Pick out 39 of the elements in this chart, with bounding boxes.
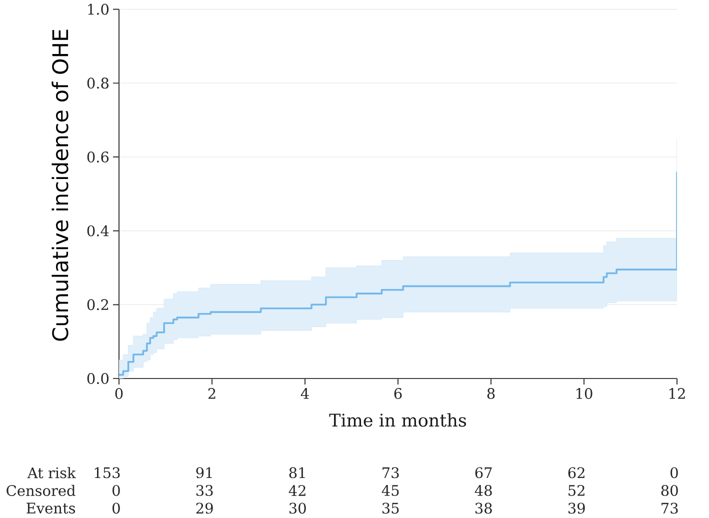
text: 33 [196, 484, 213, 496]
x-tick-label: 4 [300, 388, 309, 399]
text: 73 [382, 467, 399, 478]
y-tick-label: 0.6 [87, 151, 109, 162]
text: 52 [568, 484, 584, 496]
x-tick-label: 0 [115, 388, 123, 399]
text: 42 [288, 485, 306, 496]
text: 73 [662, 502, 678, 514]
y-tick-label: 0.2 [87, 299, 108, 310]
text: 35 [382, 502, 399, 514]
text: 45 [382, 484, 399, 496]
text: 153 [94, 467, 120, 478]
x-tick-label: 12 [670, 388, 685, 399]
text: 39 [568, 502, 585, 514]
x-tick-label: 6 [394, 388, 402, 399]
text: 81 [289, 467, 305, 478]
y-tick-label: 0.8 [87, 78, 109, 89]
text: 29 [196, 502, 213, 514]
text: 0 [670, 467, 678, 478]
x-tick-label: 2 [208, 388, 216, 399]
text: Events [26, 502, 76, 514]
text: 30 [289, 502, 306, 514]
x-tick-label: 10 [576, 388, 592, 399]
text: 0 [112, 502, 120, 514]
x-axis-title: Time in months [329, 413, 466, 427]
text: Censored [6, 484, 76, 496]
text: At risk [27, 467, 76, 478]
y-tick-label: 1.0 [88, 4, 109, 15]
text: 62 [568, 467, 584, 478]
y-tick-label: 0.0 [87, 373, 109, 384]
text: 80 [661, 484, 678, 496]
text: 38 [475, 502, 492, 514]
text: 0 [112, 484, 120, 496]
x-tick-label: 8 [487, 388, 495, 399]
text: 91 [196, 467, 212, 478]
y-tick-label: 0.4 [87, 225, 109, 236]
text: 48 [474, 484, 492, 496]
y-axis-title: Cumulative incidence of OHE [52, 30, 68, 341]
text: 67 [475, 467, 492, 478]
